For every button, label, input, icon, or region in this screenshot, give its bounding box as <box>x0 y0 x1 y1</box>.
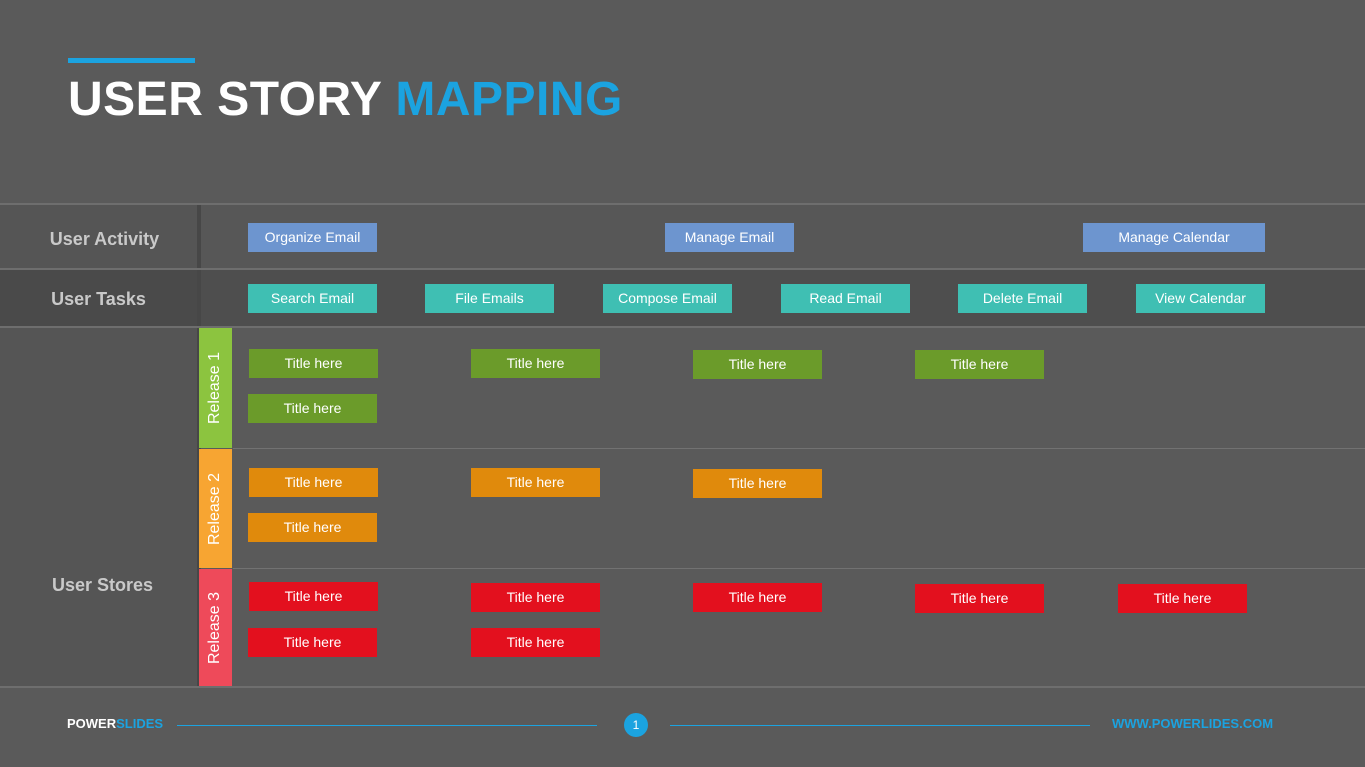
story-card[interactable]: Title here <box>249 468 378 497</box>
task-card[interactable]: Read Email <box>781 284 910 313</box>
footer-brand: POWERSLIDES <box>67 716 163 731</box>
story-card[interactable]: Title here <box>693 583 822 612</box>
divider-release-2 <box>233 568 1365 569</box>
story-card[interactable]: Title here <box>249 582 378 611</box>
footer-rule-right <box>670 725 1090 726</box>
story-card[interactable]: Title here <box>1118 584 1247 613</box>
footer-brand-part-2: SLIDES <box>116 716 164 731</box>
row-label-stories: User Stores <box>51 575 154 595</box>
title-accent-line <box>68 58 195 63</box>
release-3-tab: Release 3 <box>199 569 232 686</box>
row-label-activity: User Activity <box>49 229 160 249</box>
title-main: USER STORY <box>68 73 382 126</box>
story-card[interactable]: Title here <box>471 468 600 497</box>
story-card[interactable]: Title here <box>471 583 600 612</box>
story-card[interactable]: Title here <box>248 513 377 542</box>
divider-release-1 <box>233 448 1365 449</box>
activity-card[interactable]: Manage Email <box>665 223 794 252</box>
release-1-tab: Release 1 <box>199 328 232 448</box>
story-card[interactable]: Title here <box>248 394 377 423</box>
tasks-label-cell <box>0 270 201 326</box>
story-card[interactable]: Title here <box>693 469 822 498</box>
task-card[interactable]: Compose Email <box>603 284 732 313</box>
title-highlight: MAPPING <box>395 73 623 126</box>
story-card[interactable]: Title here <box>915 350 1044 379</box>
task-card[interactable]: Delete Email <box>958 284 1087 313</box>
release-2-label: Release 2 <box>206 472 224 545</box>
story-card[interactable]: Title here <box>471 628 600 657</box>
activity-card[interactable]: Manage Calendar <box>1083 223 1265 252</box>
footer-url[interactable]: WWW.POWERLIDES.COM <box>1112 716 1274 731</box>
divider-bottom <box>0 686 1365 688</box>
story-card[interactable]: Title here <box>693 350 822 379</box>
row-label-tasks: User Tasks <box>51 289 146 309</box>
footer-brand-part-1: POWER <box>67 716 117 731</box>
page-number-badge: 1 <box>624 713 648 737</box>
story-card[interactable]: Title here <box>915 584 1044 613</box>
divider-activity <box>0 268 1365 270</box>
page-title: USER STORY MAPPING <box>68 72 623 127</box>
activity-card[interactable]: Organize Email <box>248 223 377 252</box>
task-card[interactable]: Search Email <box>248 284 377 313</box>
divider-top <box>0 203 1365 205</box>
stories-label-cell <box>0 328 201 686</box>
release-2-tab: Release 2 <box>199 449 232 568</box>
footer-rule-left <box>177 725 597 726</box>
story-card[interactable]: Title here <box>249 349 378 378</box>
divider-tasks <box>0 326 1365 328</box>
story-card[interactable]: Title here <box>248 628 377 657</box>
release-1-label: Release 1 <box>206 351 224 425</box>
story-card[interactable]: Title here <box>471 349 600 378</box>
task-card[interactable]: File Emails <box>425 284 554 313</box>
task-card[interactable]: View Calendar <box>1136 284 1265 313</box>
activity-label-cell <box>0 205 201 268</box>
release-3-label: Release 3 <box>206 591 224 664</box>
